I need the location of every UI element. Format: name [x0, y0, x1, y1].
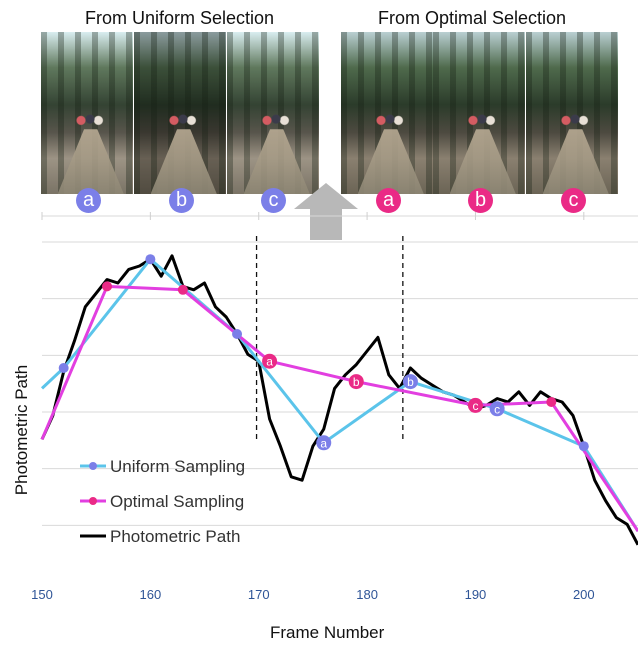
- optimal-sample-point: [546, 397, 557, 407]
- optimal-point-label: b: [353, 375, 360, 389]
- legend-swatch-marker: [89, 462, 97, 470]
- uniform-sample-point: [578, 441, 589, 452]
- uniform-sample-point: [316, 435, 332, 451]
- uniform-frame-a: [41, 32, 133, 194]
- x-tick-label: 180: [356, 587, 378, 602]
- legend-label: Optimal Sampling: [110, 492, 244, 511]
- uniform-badge-c: c: [261, 188, 286, 213]
- x-tick-label: 150: [31, 587, 53, 602]
- optimal-badge-b: b: [468, 188, 493, 213]
- optimal-sample-point: [262, 353, 278, 369]
- x-tick-label: 170: [248, 587, 270, 602]
- optimal-sample-point: [102, 281, 113, 292]
- optimal-badge-c: c: [561, 188, 586, 213]
- right-panel-title: From Optimal Selection: [378, 8, 567, 28]
- legend-label: Photometric Path: [110, 527, 240, 546]
- x-tick-label: 200: [573, 587, 595, 602]
- legend-layer: Uniform Sampling Optimal Sampling Photomet…: [80, 457, 245, 546]
- left-panel-title: From Uniform Selection: [85, 8, 275, 28]
- legend-label: Uniform Sampling: [110, 457, 245, 476]
- uniform-sample-point: [489, 401, 505, 417]
- optimal-sample-point: [467, 397, 483, 413]
- tick-layer: 150 160 170 180 190 200: [31, 587, 595, 602]
- optimal-frame-b: [433, 32, 525, 194]
- x-tick-label: 160: [140, 587, 162, 602]
- up-arrow-icon: [294, 183, 358, 240]
- uniform-sample-point: [58, 363, 69, 373]
- uniform-sample-point: [402, 374, 418, 390]
- optimal-sample-point: [348, 374, 364, 390]
- optimal-frame-c: [526, 32, 618, 194]
- grid-layer: [41, 212, 638, 526]
- vline-layer: [255, 236, 404, 442]
- optimal-sampling-line: [40, 284, 638, 533]
- uniform-frame-c: [227, 32, 319, 194]
- uniform-point-label: b: [407, 375, 414, 389]
- legend-swatch-marker: [89, 497, 97, 505]
- optimal-badge-a: a: [376, 188, 401, 213]
- y-axis-label: Photometric Path: [12, 364, 31, 496]
- uniform-badge-b: b: [169, 188, 194, 213]
- optimal-point-label: c: [472, 399, 478, 413]
- uniform-point-label: a: [320, 436, 327, 450]
- uniform-point-label: c: [494, 402, 500, 416]
- x-tick-label: 190: [465, 587, 487, 602]
- optimal-frame-a: [341, 32, 433, 194]
- uniform-badge-a: a: [76, 188, 101, 213]
- uniform-frame-b: [134, 32, 226, 194]
- optimal-point-label: a: [266, 355, 273, 369]
- uniform-sample-point: [232, 329, 243, 339]
- x-axis-label: Frame Number: [270, 623, 385, 642]
- uniform-sample-point: [145, 254, 156, 265]
- optimal-sample-point: [177, 284, 188, 295]
- photometric-path-line: [40, 254, 638, 546]
- marker-layer: a b c a b c: [58, 254, 589, 452]
